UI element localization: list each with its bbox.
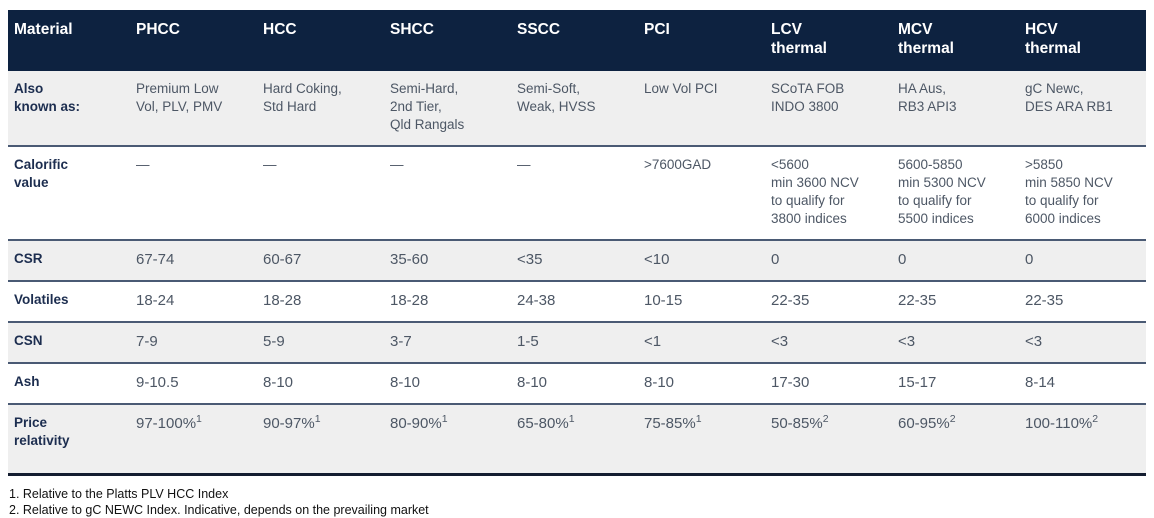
row-volatiles: Volatiles 18-24 18-28 18-28 24-38 10-15 … bbox=[8, 281, 1146, 322]
row-label: Volatiles bbox=[8, 281, 130, 322]
row-also-known-as: Also known as: Premium Low Vol, PLV, PMV… bbox=[8, 71, 1146, 146]
table-cell: 1-5 bbox=[511, 322, 638, 363]
table-cell: gC Newc, DES ARA RB1 bbox=[1019, 71, 1146, 146]
footnote-marker: 2 bbox=[1092, 413, 1099, 425]
coal-spec-table: Material PHCC HCC SHCC SSCC PCI LCV ther… bbox=[8, 10, 1146, 476]
table-cell: 5-9 bbox=[257, 322, 384, 363]
table-cell: 15-17 bbox=[892, 363, 1019, 404]
row-label: CSR bbox=[8, 240, 130, 281]
table-cell: 75-85%1 bbox=[638, 404, 765, 475]
table-cell: 5600-5850 min 5300 NCV to qualify for 55… bbox=[892, 146, 1019, 240]
table-cell: 8-10 bbox=[511, 363, 638, 404]
column-header-lcv-thermal: LCV thermal bbox=[765, 10, 892, 71]
table-cell: 50-85%2 bbox=[765, 404, 892, 475]
table-cell: <10 bbox=[638, 240, 765, 281]
table-cell: 35-60 bbox=[384, 240, 511, 281]
table-cell: 24-38 bbox=[511, 281, 638, 322]
row-price-relativity: Price relativity 97-100%1 90-97%1 80-90%… bbox=[8, 404, 1146, 475]
table-cell: <5600 min 3600 NCV to qualify for 3800 i… bbox=[765, 146, 892, 240]
column-header-pci: PCI bbox=[638, 10, 765, 71]
column-header-phcc: PHCC bbox=[130, 10, 257, 71]
row-label: Also known as: bbox=[8, 71, 130, 146]
table-cell: — bbox=[511, 146, 638, 240]
table-cell: <3 bbox=[892, 322, 1019, 363]
table-cell: 8-10 bbox=[638, 363, 765, 404]
table-cell: 8-10 bbox=[257, 363, 384, 404]
table-cell: 67-74 bbox=[130, 240, 257, 281]
table-cell: 80-90%1 bbox=[384, 404, 511, 475]
table-cell: HA Aus, RB3 API3 bbox=[892, 71, 1019, 146]
header-row: Material PHCC HCC SHCC SSCC PCI LCV ther… bbox=[8, 10, 1146, 71]
footnote-marker: 1 bbox=[196, 413, 202, 425]
table-cell: 10-15 bbox=[638, 281, 765, 322]
table-cell: 65-80%1 bbox=[511, 404, 638, 475]
column-header-hcc: HCC bbox=[257, 10, 384, 71]
row-label: Calorific value bbox=[8, 146, 130, 240]
column-header-mcv-thermal: MCV thermal bbox=[892, 10, 1019, 71]
table-cell: >5850 min 5850 NCV to qualify for 6000 i… bbox=[1019, 146, 1146, 240]
column-header-sscc: SSCC bbox=[511, 10, 638, 71]
table-cell: — bbox=[130, 146, 257, 240]
table-cell: Low Vol PCI bbox=[638, 71, 765, 146]
column-header-material: Material bbox=[8, 10, 130, 71]
table-cell: 0 bbox=[1019, 240, 1146, 281]
table-cell: 3-7 bbox=[384, 322, 511, 363]
table-cell: SCoTA FOB INDO 3800 bbox=[765, 71, 892, 146]
table-cell: 17-30 bbox=[765, 363, 892, 404]
column-header-shcc: SHCC bbox=[384, 10, 511, 71]
row-ash: Ash 9-10.5 8-10 8-10 8-10 8-10 17-30 15-… bbox=[8, 363, 1146, 404]
footnote-marker: 1 bbox=[314, 413, 321, 425]
table-cell: Semi-Hard, 2nd Tier, Qld Rangals bbox=[384, 71, 511, 146]
table-cell: <3 bbox=[1019, 322, 1146, 363]
footnote-marker: 1 bbox=[568, 413, 575, 425]
table-cell: 22-35 bbox=[1019, 281, 1146, 322]
table-cell: 22-35 bbox=[892, 281, 1019, 322]
table-cell: 97-100%1 bbox=[130, 404, 257, 475]
table-cell: 8-10 bbox=[384, 363, 511, 404]
table-cell: 0 bbox=[892, 240, 1019, 281]
table-cell: Semi-Soft, Weak, HVSS bbox=[511, 71, 638, 146]
row-csn: CSN 7-9 5-9 3-7 1-5 <1 <3 <3 <3 bbox=[8, 322, 1146, 363]
table-cell: 90-97%1 bbox=[257, 404, 384, 475]
footnote-marker: 2 bbox=[822, 413, 829, 425]
table-cell: 18-28 bbox=[257, 281, 384, 322]
table-cell: 100-110%2 bbox=[1019, 404, 1146, 475]
row-csr: CSR 67-74 60-67 35-60 <35 <10 0 0 0 bbox=[8, 240, 1146, 281]
table-cell: <3 bbox=[765, 322, 892, 363]
table-cell: Hard Coking, Std Hard bbox=[257, 71, 384, 146]
table-cell: >7600GAD bbox=[638, 146, 765, 240]
table-cell: 9-10.5 bbox=[130, 363, 257, 404]
table-cell: 18-28 bbox=[384, 281, 511, 322]
table-cell: 0 bbox=[765, 240, 892, 281]
table-cell: 7-9 bbox=[130, 322, 257, 363]
table-cell: Premium Low Vol, PLV, PMV bbox=[130, 71, 257, 146]
footnote-marker: 2 bbox=[949, 413, 956, 425]
table-cell: — bbox=[257, 146, 384, 240]
table-cell: 8-14 bbox=[1019, 363, 1146, 404]
footnote-marker: 1 bbox=[695, 413, 702, 425]
row-calorific-value: Calorific value — — — — >7600GAD <5600 m… bbox=[8, 146, 1146, 240]
table-cell: <1 bbox=[638, 322, 765, 363]
footnote-1: 1. Relative to the Platts PLV HCC Index bbox=[9, 487, 229, 501]
table-cell: 22-35 bbox=[765, 281, 892, 322]
column-header-hcv-thermal: HCV thermal bbox=[1019, 10, 1146, 71]
row-label: CSN bbox=[8, 322, 130, 363]
table-cell: <35 bbox=[511, 240, 638, 281]
table-cell: 60-67 bbox=[257, 240, 384, 281]
footnotes: 1. Relative to the Platts PLV HCC Index … bbox=[8, 486, 1146, 518]
row-label: Price relativity bbox=[8, 404, 130, 475]
footnote-2: 2. Relative to gC NEWC Index. Indicative… bbox=[9, 503, 429, 517]
table-cell: — bbox=[384, 146, 511, 240]
row-label: Ash bbox=[8, 363, 130, 404]
footnote-marker: 1 bbox=[441, 413, 448, 425]
table-cell: 60-95%2 bbox=[892, 404, 1019, 475]
table-cell: 18-24 bbox=[130, 281, 257, 322]
